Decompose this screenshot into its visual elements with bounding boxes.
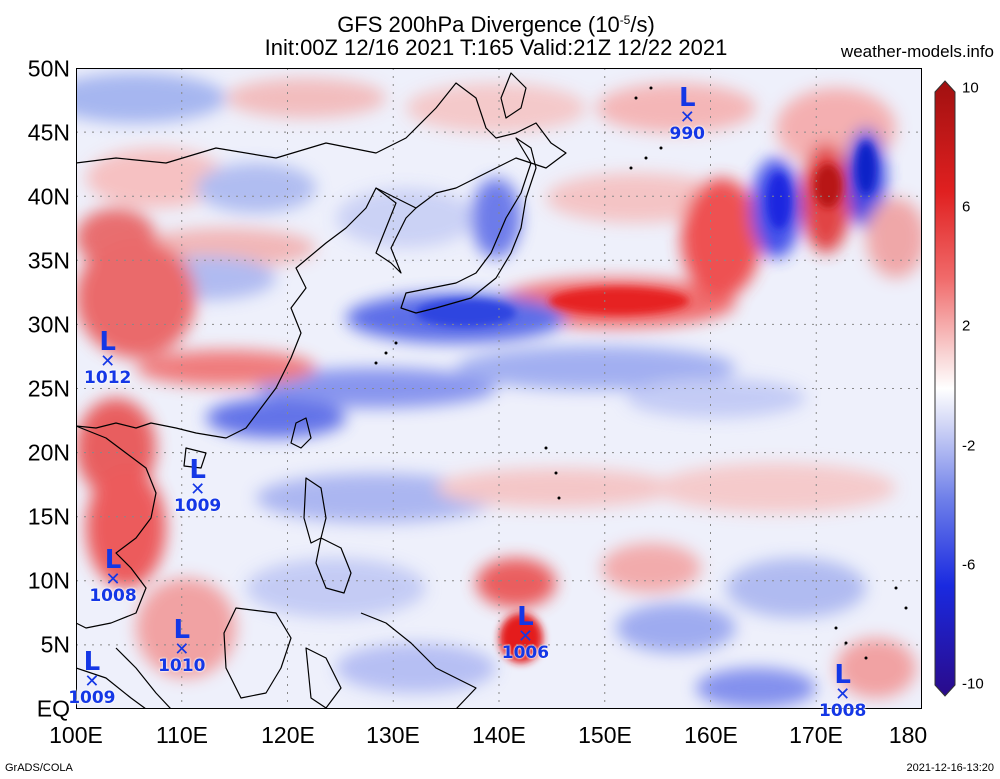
- lat-label: EQ: [36, 695, 70, 722]
- lon-label: 180: [888, 722, 928, 748]
- lat-label: 45N: [27, 119, 70, 146]
- colorbar-label: 2: [962, 317, 971, 335]
- lon-label: 150E: [578, 722, 632, 748]
- colorbar-label: 6: [962, 198, 971, 216]
- colorbar-label: -10: [962, 675, 984, 693]
- title-line-1: GFS 200hPa Divergence (10-5/s): [0, 8, 996, 37]
- title-main: GFS 200hPa Divergence (10: [337, 12, 620, 37]
- colorbar: [934, 80, 956, 697]
- low-center-icon: ✕: [84, 671, 100, 693]
- low-center-icon: ✕: [517, 626, 533, 648]
- low-center-icon: ✕: [105, 568, 121, 590]
- title-unit: /s): [630, 12, 655, 37]
- low-pressure-value: 1006: [501, 643, 550, 664]
- coastlines: [76, 72, 567, 709]
- low-pressure-value: 1008: [819, 701, 867, 722]
- low-center-icon: ✕: [835, 684, 851, 706]
- low-center-icon: ✕: [679, 107, 695, 129]
- low-pressure-value: 1012: [84, 367, 132, 388]
- low-letter: L: [517, 602, 534, 633]
- low-center-icon: ✕: [174, 639, 190, 661]
- low-pressure-marker: L ✕ 1010: [152, 617, 212, 675]
- lat-label: 20N: [27, 439, 70, 466]
- lon-label: 120E: [261, 722, 315, 748]
- low-center-icon: ✕: [190, 479, 206, 501]
- colorbar-label: -2: [962, 437, 976, 455]
- map-plot: [76, 68, 922, 709]
- low-pressure-marker: L ✕ 1008: [813, 662, 873, 720]
- lat-label: 25N: [27, 375, 70, 402]
- low-pressure-value: 1008: [89, 585, 137, 606]
- graticule: [76, 68, 922, 709]
- low-pressure-value: 990: [669, 124, 705, 145]
- lat-label: 35N: [27, 247, 70, 274]
- lat-label: 40N: [27, 183, 70, 210]
- title-exponent: -5: [619, 13, 631, 27]
- low-letter: L: [99, 326, 116, 357]
- lat-label: 5N: [40, 631, 70, 658]
- low-pressure-marker: L ✕ 1006: [495, 604, 555, 662]
- low-center-icon: ✕: [100, 350, 116, 372]
- low-pressure-value: 1009: [173, 496, 222, 517]
- lon-label: 130E: [366, 722, 420, 748]
- footer-timestamp: 2021-12-16-13:20: [906, 762, 994, 774]
- low-letter: L: [104, 544, 122, 575]
- colorbar-label: -6: [962, 556, 976, 574]
- title-line-2: Init:00Z 12/16 2021 T:165 Valid:21Z 12/2…: [264, 35, 728, 60]
- low-letter: L: [173, 615, 191, 646]
- low-pressure-marker: L ✕ 1009: [168, 457, 228, 515]
- low-pressure-value: 1009: [68, 688, 116, 709]
- lat-label: 30N: [27, 311, 70, 338]
- islands: [374, 86, 908, 660]
- low-letter: L: [83, 647, 101, 678]
- low-pressure-marker: L ✕ 1009: [62, 649, 122, 707]
- low-letter: L: [189, 455, 206, 486]
- lat-label: 10N: [27, 567, 70, 594]
- colorbar-label: 10: [962, 79, 979, 97]
- low-letter: L: [678, 83, 696, 114]
- lon-label: 140E: [472, 722, 526, 748]
- low-pressure-value: 1010: [158, 656, 206, 677]
- site-label: weather-models.info: [840, 42, 994, 61]
- low-letter: L: [834, 660, 851, 691]
- low-pressure-marker: L ✕ 990: [657, 85, 717, 143]
- lon-label: 170E: [789, 722, 843, 748]
- lon-label: 160E: [684, 722, 738, 748]
- lon-label: 100E: [49, 722, 103, 748]
- lat-label: 50N: [27, 55, 70, 82]
- low-pressure-marker: L ✕ 1008: [83, 547, 143, 605]
- footer-credit: GrADS/COLA: [5, 762, 73, 774]
- low-pressure-marker: L ✕ 1012: [78, 329, 138, 387]
- lon-label: 110E: [155, 722, 209, 748]
- lat-label: 15N: [27, 503, 70, 530]
